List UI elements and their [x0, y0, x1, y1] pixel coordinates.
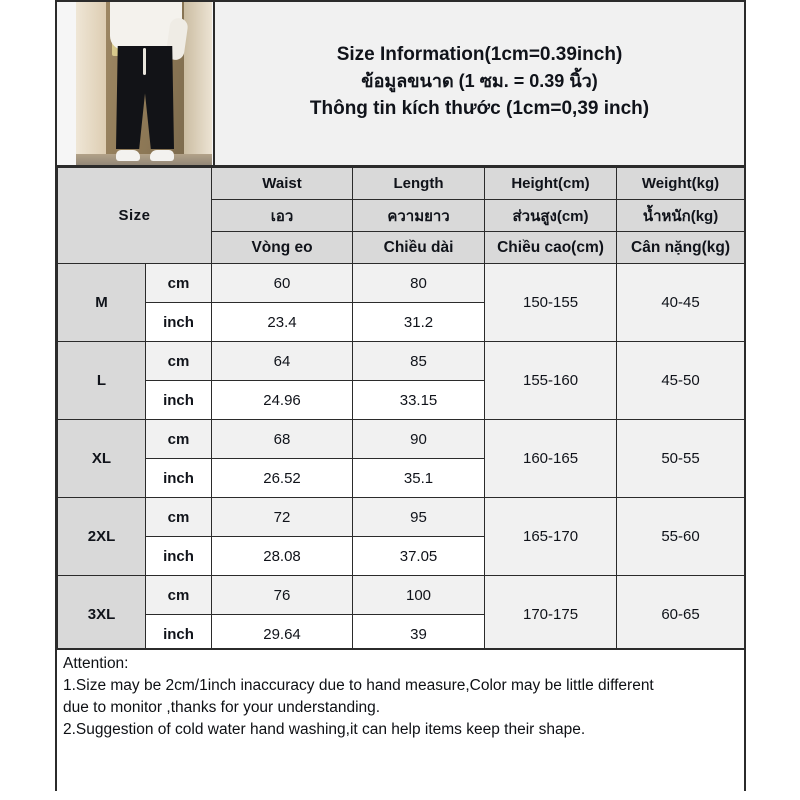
length-cm-xl: 90 — [352, 419, 486, 459]
table-row: XL cm 68 90 160-165 50-55 — [57, 419, 746, 498]
table-header-row-thai: เอว ความยาว ส่วนสูง(cm) น้ำหนัก(kg) — [58, 199, 746, 232]
unit-cm: cm — [144, 263, 213, 303]
header-length-en: Length — [352, 167, 486, 200]
unit-inch: inch — [144, 458, 213, 498]
size-label-2xl: 2XL — [57, 497, 146, 576]
size-chart-card: Size Information(1cm=0.39inch) ข้อมูลขนา… — [55, 0, 746, 791]
unit-inch: inch — [144, 302, 213, 342]
table-header-row-vietnamese: Vòng eo Chiều dài Chiều cao(cm) Cân nặng… — [58, 231, 746, 264]
table-row: L cm 64 85 155-160 45-50 — [57, 341, 746, 420]
size-table: Size Waist Length Height(cm) Weight(kg) … — [56, 167, 746, 654]
weight-l: 45-50 — [616, 341, 746, 420]
title-english: Size Information(1cm=0.39inch) — [336, 43, 623, 65]
photo-wall-left — [76, 2, 106, 154]
unit-inch: inch — [144, 536, 213, 576]
waist-cm-xl: 68 — [211, 419, 354, 459]
size-label-l: L — [57, 341, 146, 420]
waist-cm-2xl: 72 — [211, 497, 354, 537]
header-height-vi: Chiều cao(cm) — [484, 231, 618, 264]
length-inch-m: 31.2 — [352, 302, 486, 342]
length-cm-l: 85 — [352, 341, 486, 381]
header-waist-th: เอว — [211, 199, 354, 232]
attention-note-2: 2.Suggestion of cold water hand washing,… — [63, 721, 586, 738]
product-photo-cell — [57, 2, 215, 165]
unit-cm: cm — [144, 341, 213, 381]
header-waist-en: Waist — [211, 167, 354, 200]
product-photo — [76, 2, 212, 165]
length-inch-2xl: 37.05 — [352, 536, 486, 576]
size-column-header: Size — [56, 167, 213, 264]
header-weight-en: Weight(kg) — [616, 167, 746, 200]
waist-cm-3xl: 76 — [211, 575, 354, 615]
table-row: inch 28.08 37.05 — [58, 536, 745, 576]
length-cm-m: 80 — [352, 263, 486, 303]
unit-cm: cm — [144, 575, 213, 615]
title-thai: ข้อมูลขนาด (1 ซม. = 0.39 นิ้ว) — [361, 71, 598, 92]
length-inch-3xl: 39 — [352, 614, 486, 654]
title-vietnamese: Thông tin kích thước (1cm=0,39 inch) — [309, 97, 650, 119]
length-inch-l: 33.15 — [352, 380, 486, 420]
photo-wall-right — [184, 2, 212, 154]
header-height-en: Height(cm) — [484, 167, 618, 200]
waist-inch-xl: 26.52 — [211, 458, 354, 498]
size-label-3xl: 3XL — [57, 575, 146, 654]
waist-cm-l: 64 — [211, 341, 354, 381]
header-weight-vi: Cân nặng(kg) — [616, 231, 746, 264]
table-row: inch 24.96 33.15 — [58, 380, 745, 420]
weight-xl: 50-55 — [616, 419, 746, 498]
attention-block: Attention: 1.Size may be 2cm/1inch inacc… — [57, 648, 744, 791]
header-waist-vi: Vòng eo — [211, 231, 354, 264]
waist-inch-3xl: 29.64 — [211, 614, 354, 654]
height-l: 155-160 — [484, 341, 618, 420]
photo-floor — [76, 154, 212, 165]
chart-header-band: Size Information(1cm=0.39inch) ข้อมูลขนา… — [57, 2, 744, 167]
title-block: Size Information(1cm=0.39inch) ข้อมูลขนา… — [215, 2, 744, 165]
unit-inch: inch — [144, 380, 213, 420]
table-row: M cm 60 80 150-155 40-45 — [57, 263, 746, 342]
header-weight-th: น้ำหนัก(kg) — [616, 199, 746, 232]
header-height-th: ส่วนสูง(cm) — [484, 199, 618, 232]
height-xl: 160-165 — [484, 419, 618, 498]
height-m: 150-155 — [484, 263, 618, 342]
unit-inch: inch — [144, 614, 213, 654]
attention-note-1-line-1: 1.Size may be 2cm/1inch inaccuracy due t… — [63, 677, 654, 694]
photo-shoe-right — [150, 150, 174, 161]
size-label-m: M — [57, 263, 146, 342]
waist-inch-l: 24.96 — [211, 380, 354, 420]
photo-shoe-left — [116, 150, 140, 161]
length-cm-3xl: 100 — [352, 575, 486, 615]
length-cm-2xl: 95 — [352, 497, 486, 537]
waist-cm-m: 60 — [211, 263, 354, 303]
height-2xl: 165-170 — [484, 497, 618, 576]
table-row: 3XL cm 76 100 170-175 60-65 — [57, 575, 746, 654]
attention-note-1-line-2: due to monitor ,thanks for your understa… — [63, 699, 381, 716]
header-length-vi: Chiều dài — [352, 231, 486, 264]
header-length-th: ความยาว — [352, 199, 486, 232]
waist-inch-m: 23.4 — [211, 302, 354, 342]
length-inch-xl: 35.1 — [352, 458, 486, 498]
weight-3xl: 60-65 — [616, 575, 746, 654]
photo-drawstring — [143, 48, 146, 75]
height-3xl: 170-175 — [484, 575, 618, 654]
size-label-xl: XL — [57, 419, 146, 498]
unit-cm: cm — [144, 419, 213, 459]
attention-heading: Attention: — [63, 655, 129, 672]
weight-2xl: 55-60 — [616, 497, 746, 576]
unit-cm: cm — [144, 497, 213, 537]
table-row: 2XL cm 72 95 165-170 55-60 — [57, 497, 746, 576]
waist-inch-2xl: 28.08 — [211, 536, 354, 576]
table-row: inch 26.52 35.1 — [58, 458, 745, 498]
table-row: inch 29.64 39 — [58, 614, 745, 654]
table-header-row-english: Size Waist Length Height(cm) Weight(kg) — [56, 167, 746, 264]
weight-m: 40-45 — [616, 263, 746, 342]
